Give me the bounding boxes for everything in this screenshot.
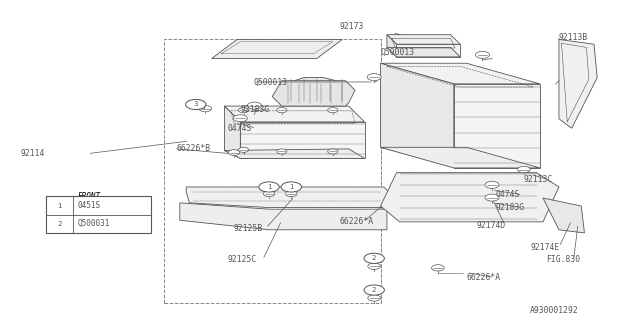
Text: 92174D: 92174D	[476, 220, 506, 229]
Circle shape	[364, 253, 385, 263]
Text: A930001292: A930001292	[531, 306, 579, 315]
Polygon shape	[186, 187, 394, 208]
Circle shape	[239, 108, 248, 113]
Circle shape	[276, 108, 287, 113]
Polygon shape	[387, 35, 396, 57]
Text: FIG.830: FIG.830	[546, 255, 580, 264]
Text: 66226*A: 66226*A	[339, 217, 373, 226]
Polygon shape	[241, 122, 365, 158]
Circle shape	[476, 51, 490, 58]
Circle shape	[281, 182, 301, 192]
Polygon shape	[212, 39, 342, 59]
Circle shape	[234, 115, 247, 122]
Text: 1: 1	[57, 203, 61, 209]
Text: 1: 1	[267, 184, 271, 190]
Text: 1: 1	[289, 184, 294, 190]
Text: 92113C: 92113C	[524, 174, 553, 184]
Text: 92114: 92114	[20, 149, 45, 158]
Text: 92174E: 92174E	[531, 243, 559, 252]
Polygon shape	[396, 44, 460, 57]
Text: 66226*B: 66226*B	[177, 144, 211, 153]
Circle shape	[368, 263, 381, 269]
Polygon shape	[180, 203, 387, 230]
Circle shape	[259, 182, 279, 192]
Text: Q500031: Q500031	[78, 219, 110, 228]
Polygon shape	[164, 39, 381, 303]
Text: 92125C: 92125C	[228, 255, 257, 264]
Circle shape	[364, 285, 385, 295]
Text: FRONT: FRONT	[78, 192, 101, 201]
Text: Q500013: Q500013	[381, 48, 415, 57]
Text: 3: 3	[193, 101, 198, 108]
FancyBboxPatch shape	[46, 196, 151, 233]
Circle shape	[368, 295, 381, 301]
Circle shape	[518, 166, 531, 173]
Polygon shape	[381, 63, 540, 84]
Polygon shape	[543, 198, 584, 233]
Text: 0474S: 0474S	[228, 124, 252, 133]
Circle shape	[199, 105, 212, 112]
Polygon shape	[454, 84, 540, 168]
Circle shape	[51, 202, 68, 210]
Polygon shape	[225, 106, 241, 158]
Circle shape	[247, 102, 261, 109]
Text: Q500013: Q500013	[253, 78, 287, 87]
Polygon shape	[387, 47, 460, 57]
Polygon shape	[559, 39, 597, 128]
Text: 92125B: 92125B	[234, 224, 263, 233]
Text: 2: 2	[372, 255, 376, 261]
Circle shape	[485, 181, 499, 188]
Circle shape	[239, 147, 248, 152]
Circle shape	[328, 108, 338, 113]
Text: 66226*A: 66226*A	[467, 273, 500, 282]
Circle shape	[485, 194, 499, 201]
Circle shape	[367, 74, 381, 81]
Polygon shape	[225, 149, 365, 158]
Circle shape	[228, 150, 240, 156]
Circle shape	[51, 220, 68, 228]
Text: 2: 2	[57, 221, 61, 227]
Text: 92183G: 92183G	[495, 203, 525, 212]
Polygon shape	[285, 77, 349, 103]
Text: 92173: 92173	[339, 22, 364, 31]
Circle shape	[285, 191, 297, 196]
Circle shape	[328, 149, 338, 154]
Polygon shape	[272, 81, 355, 106]
Circle shape	[263, 191, 275, 196]
Polygon shape	[381, 173, 559, 222]
Text: 2: 2	[372, 287, 376, 293]
Text: 0451S: 0451S	[78, 201, 101, 210]
Polygon shape	[381, 63, 454, 166]
Polygon shape	[387, 35, 460, 44]
Text: 92113B: 92113B	[559, 33, 588, 42]
Text: 0474S: 0474S	[495, 190, 520, 199]
Circle shape	[186, 100, 206, 109]
Polygon shape	[225, 106, 365, 122]
Circle shape	[276, 149, 287, 154]
Text: 92183G: 92183G	[241, 105, 269, 114]
Polygon shape	[381, 147, 540, 168]
Circle shape	[431, 265, 444, 271]
